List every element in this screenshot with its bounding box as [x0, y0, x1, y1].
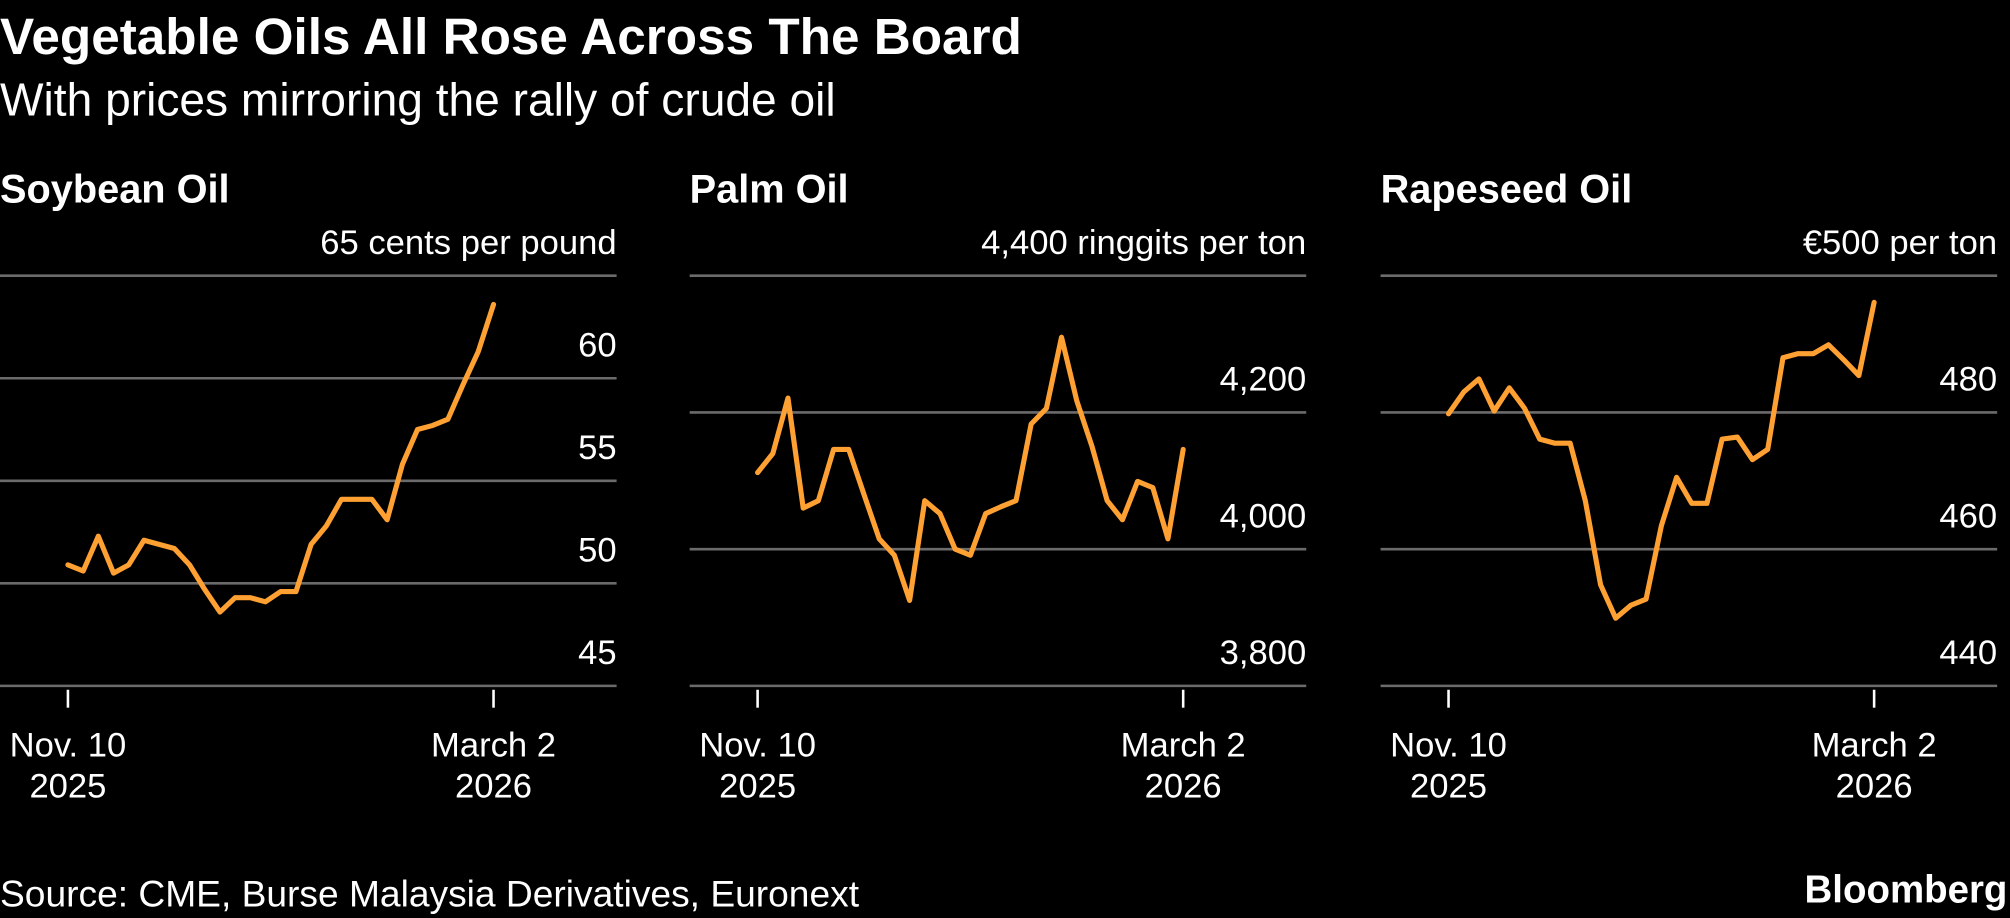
- y-tick-label: €500 per ton: [1803, 224, 1997, 262]
- y-tick-label: 480: [1939, 361, 1997, 399]
- x-tick-label: 2025: [1410, 767, 1487, 805]
- y-tick-label: 60: [578, 326, 617, 364]
- y-tick-label: 45: [578, 634, 617, 672]
- y-tick-label: 55: [578, 429, 617, 467]
- y-tick-label: 50: [578, 532, 617, 570]
- panel-title: Palm Oil: [690, 168, 849, 212]
- subtitle: With prices mirroring the rally of crude…: [0, 73, 836, 125]
- x-tick-label: Nov. 10: [699, 726, 816, 764]
- y-tick-label: 4,000: [1220, 497, 1307, 535]
- panel: Soybean Oil 45 50 55 60 65 cents per pound Nov…: [0, 168, 617, 805]
- brand: Bloomberg: [1805, 869, 2008, 912]
- panel-title: Soybean Oil: [0, 168, 230, 212]
- y-tick-label: 65 cents per pound: [320, 224, 616, 262]
- title: Vegetable Oils All Rose Across The Board: [0, 8, 1022, 65]
- x-tick-label: 2025: [29, 767, 106, 805]
- y-tick-label: 4,400 ringgits per ton: [981, 224, 1306, 262]
- price-line: [1445, 299, 1877, 621]
- panel: Rapeseed Oil 440 460 480 €500 per ton Nov. 10…: [1380, 168, 1997, 805]
- x-tick-label: 2026: [1836, 767, 1913, 805]
- y-tick-label: 460: [1939, 497, 1997, 535]
- x-tick-label: March 2: [1812, 726, 1937, 764]
- x-tick-label: March 2: [431, 726, 556, 764]
- x-tick-label: 2026: [1145, 767, 1222, 805]
- panel-title: Rapeseed Oil: [1381, 168, 1633, 212]
- x-tick-label: 2026: [455, 767, 532, 805]
- y-tick-label: 440: [1939, 634, 1997, 672]
- y-tick-label: 3,800: [1220, 634, 1307, 672]
- x-tick-label: March 2: [1121, 726, 1246, 764]
- price-line: [65, 301, 497, 615]
- x-tick-label: 2025: [719, 767, 796, 805]
- x-tick-label: Nov. 10: [10, 726, 127, 764]
- source: Source: CME, Burse Malaysia Derivatives,…: [0, 872, 860, 914]
- x-tick-label: Nov. 10: [1390, 726, 1507, 764]
- y-tick-label: 4,200: [1220, 361, 1307, 399]
- panel: Palm Oil 3,800 4,000 4,200 4,400 ringgits pe…: [689, 168, 1307, 805]
- price-line: [755, 334, 1186, 603]
